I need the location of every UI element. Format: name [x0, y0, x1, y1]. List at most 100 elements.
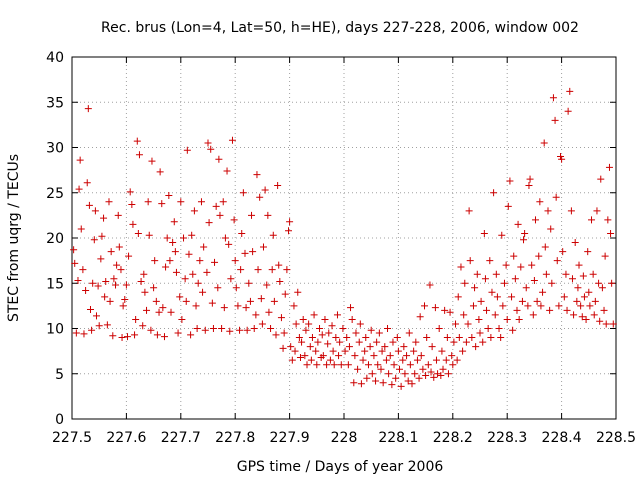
data-point [573, 297, 581, 305]
data-point [344, 361, 352, 369]
data-point [283, 266, 291, 274]
data-point [449, 361, 457, 369]
y-tick-label: 25 [46, 186, 64, 202]
data-point [106, 297, 114, 305]
data-point [442, 356, 450, 364]
data-point [153, 331, 161, 339]
data-point [167, 308, 175, 316]
data-point [88, 326, 96, 334]
data-point [555, 302, 563, 310]
data-point [549, 94, 557, 102]
data-point [90, 236, 98, 244]
data-point [155, 308, 163, 316]
data-point [141, 288, 149, 296]
data-point [223, 167, 231, 175]
data-point [272, 331, 280, 339]
data-point [364, 361, 372, 369]
data-point [392, 374, 400, 382]
data-point [316, 325, 324, 332]
data-point [321, 315, 329, 323]
x-tick-label: 227.8 [215, 430, 255, 446]
data-point [137, 277, 145, 285]
data-point [465, 207, 473, 215]
data-point [94, 282, 102, 290]
data-point [236, 326, 244, 334]
data-point [434, 370, 442, 378]
data-point [150, 284, 158, 292]
data-point [570, 311, 578, 319]
data-point [193, 325, 201, 332]
data-point [495, 325, 503, 332]
data-point [355, 338, 363, 346]
data-point [117, 266, 125, 274]
data-point [522, 284, 530, 292]
data-point [285, 227, 293, 235]
data-point [601, 252, 609, 260]
data-point [129, 220, 137, 228]
data-point [77, 225, 85, 233]
data-point [524, 302, 532, 310]
data-point [422, 372, 430, 380]
data-point [280, 329, 288, 337]
axis-ticks: 227.5 227.6 227.7 227.8 227.9 228 228.1 228.2 22… [46, 50, 636, 446]
data-point [421, 302, 429, 310]
data-point [413, 356, 421, 364]
data-point [243, 326, 251, 334]
data-point [506, 177, 514, 185]
data-point [450, 338, 458, 346]
data-point [277, 314, 285, 322]
data-point [541, 243, 549, 251]
data-point [306, 343, 314, 351]
data-point [579, 272, 587, 280]
data-point [231, 257, 239, 265]
data-point [593, 207, 601, 215]
data-point [246, 297, 254, 305]
data-point [148, 157, 156, 165]
data-point [203, 268, 211, 276]
data-point [92, 312, 100, 320]
data-point [602, 320, 610, 328]
data-point [238, 229, 246, 237]
data-point [389, 338, 397, 346]
data-point [577, 302, 585, 310]
data-point [596, 317, 604, 325]
data-point [147, 326, 155, 334]
data-point [410, 347, 418, 355]
data-point [105, 198, 113, 206]
data-point [341, 347, 349, 355]
data-point [208, 299, 216, 307]
data-point [366, 343, 374, 351]
data-point [537, 302, 545, 310]
data-point [531, 216, 539, 224]
data-point [483, 306, 491, 314]
data-point [546, 306, 554, 314]
data-point [196, 257, 204, 265]
data-point [471, 284, 479, 292]
data-point [85, 201, 93, 209]
data-point [459, 347, 467, 355]
data-point [110, 275, 118, 283]
data-point [373, 338, 381, 346]
data-point [466, 257, 474, 265]
data-point [180, 234, 188, 242]
data-point [254, 266, 262, 274]
data-point [207, 145, 215, 153]
data-point [312, 347, 320, 355]
data-point [144, 198, 152, 206]
data-point [169, 239, 177, 247]
data-point [562, 270, 570, 278]
y-tick-label: 40 [46, 50, 64, 66]
data-point [205, 219, 213, 227]
data-point [444, 370, 452, 378]
data-point [259, 243, 267, 251]
data-point [544, 207, 552, 215]
data-point [486, 257, 494, 265]
data-point [484, 325, 492, 332]
data-point [552, 193, 560, 201]
data-point [337, 361, 345, 369]
data-point [174, 329, 182, 337]
data-point [134, 229, 142, 237]
data-point [582, 315, 590, 323]
data-point [461, 279, 469, 287]
